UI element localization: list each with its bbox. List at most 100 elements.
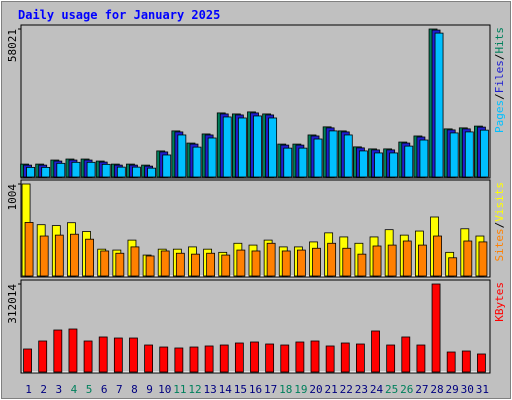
bar: [372, 245, 382, 277]
bar: [480, 129, 489, 178]
bar: [266, 242, 276, 277]
bar: [207, 137, 217, 178]
bar: [206, 252, 216, 277]
bar: [416, 344, 426, 373]
bar: [144, 344, 153, 373]
bar: [70, 233, 79, 277]
x-tick-label: 2: [40, 383, 47, 396]
bar: [434, 32, 444, 178]
bar: [26, 166, 35, 178]
x-tick-label: 16: [249, 383, 262, 396]
x-tick-label: 17: [264, 383, 277, 396]
bar: [327, 242, 337, 277]
bar: [418, 244, 427, 277]
bar: [281, 250, 291, 277]
bar: [461, 350, 471, 373]
bar: [100, 250, 110, 277]
bar: [298, 147, 308, 178]
bar: [86, 161, 96, 178]
bar: [310, 340, 320, 373]
x-tick-label: 5: [86, 383, 93, 396]
bar: [175, 252, 185, 277]
legend-separator: /: [493, 222, 506, 229]
bar: [433, 235, 442, 277]
y-tick-label: 312014: [6, 284, 19, 324]
bar: [130, 246, 140, 277]
bar: [389, 152, 399, 178]
bar: [189, 346, 199, 373]
bar: [147, 167, 156, 178]
bar: [313, 138, 323, 178]
legend-entry: Files: [493, 60, 506, 93]
legend-entry: Hits: [493, 27, 506, 54]
x-tick-label: 21: [325, 383, 338, 396]
x-tick-label: 1: [25, 383, 32, 396]
legend-separator: /: [493, 93, 506, 100]
legend-entry: Visits: [493, 182, 506, 222]
bar: [386, 344, 396, 373]
x-tick-label: 9: [146, 383, 153, 396]
x-tick-label: 18: [279, 383, 292, 396]
bar: [312, 247, 321, 277]
bar: [54, 234, 64, 277]
bar: [477, 353, 486, 373]
x-tick-label: 11: [173, 383, 186, 396]
bar: [478, 241, 488, 277]
bar: [41, 166, 51, 178]
bar: [24, 222, 34, 277]
bar: [371, 330, 380, 373]
x-tick-label: 25: [385, 383, 398, 396]
bar: [23, 348, 32, 373]
bar: [132, 166, 141, 178]
bar: [446, 351, 456, 373]
bar: [343, 134, 353, 178]
x-tick-label: 14: [219, 383, 233, 396]
bar: [401, 336, 411, 373]
bar: [283, 147, 293, 178]
bar: [280, 344, 290, 373]
y-tick-label: 58021: [6, 29, 19, 62]
bar: [328, 130, 338, 178]
bar: [449, 132, 459, 178]
bar: [234, 342, 244, 373]
bar: [250, 341, 259, 373]
x-tick-label: 8: [131, 383, 138, 396]
bar: [115, 252, 125, 277]
bar: [56, 162, 66, 178]
x-tick-label: 3: [56, 383, 63, 396]
bar: [464, 131, 474, 178]
legend: Sites/Visits: [493, 182, 506, 262]
bar: [253, 115, 262, 178]
bar: [129, 337, 138, 373]
x-tick-label: 28: [430, 383, 443, 396]
bar: [402, 240, 412, 277]
bar: [236, 249, 246, 277]
legend-separator: /: [493, 54, 506, 61]
bar: [387, 244, 397, 277]
x-tick-label: 31: [476, 383, 489, 396]
bar: [101, 163, 111, 178]
bar: [85, 238, 94, 277]
legend-entry: KBytes: [493, 282, 506, 322]
legend: KBytes: [493, 282, 506, 322]
x-tick-label: 20: [309, 383, 322, 396]
bar: [162, 154, 172, 178]
bar: [174, 347, 184, 373]
bar: [265, 343, 275, 373]
x-tick-label: 22: [340, 383, 353, 396]
bar: [295, 341, 305, 373]
bar: [237, 117, 247, 178]
x-tick-label: 7: [116, 383, 123, 396]
bar: [419, 139, 429, 178]
bar: [219, 344, 229, 373]
legend: Pages/Files/Hits: [493, 27, 506, 133]
bar: [359, 150, 368, 178]
bar: [325, 345, 335, 373]
bar: [448, 257, 458, 277]
bar: [71, 161, 81, 178]
bar: [340, 342, 350, 373]
bar: [98, 336, 108, 373]
x-tick-label: 29: [446, 383, 459, 396]
